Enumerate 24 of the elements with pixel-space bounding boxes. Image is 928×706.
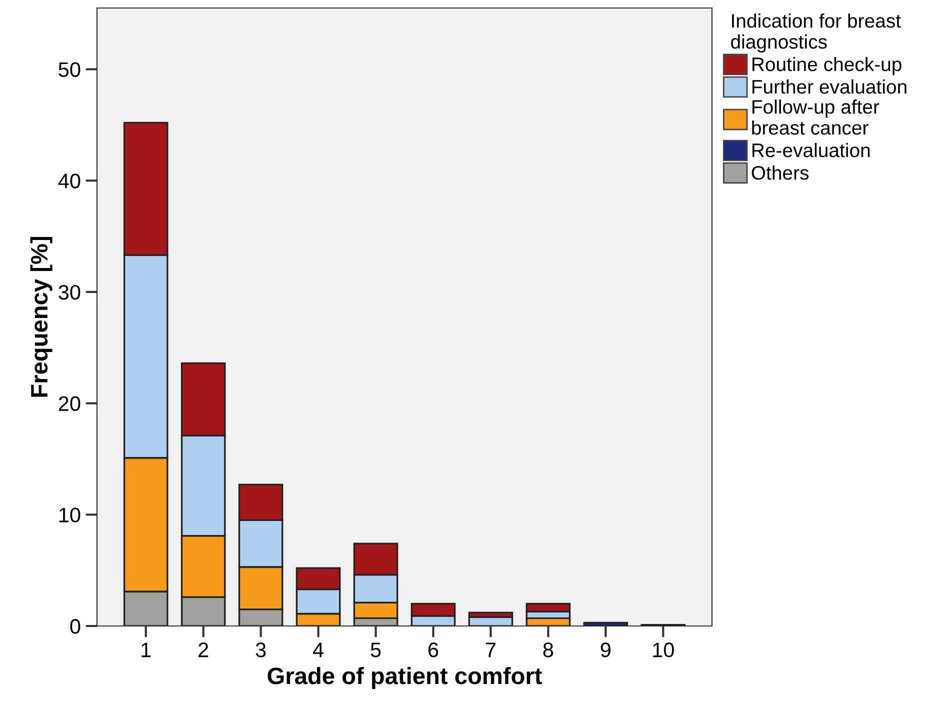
legend-title: Indication for breast diagnostics: [731, 13, 901, 53]
legend-label: Others: [752, 165, 809, 180]
x-tick-label: 6: [428, 642, 438, 658]
legend-label: Further evaluation: [752, 79, 906, 94]
x-tick-label: 10: [653, 642, 674, 658]
y-tick-label: 10: [59, 508, 80, 522]
y-tick-label: 40: [58, 174, 80, 188]
y-tick-label: 0: [70, 619, 80, 634]
x-tick-label: 3: [256, 642, 266, 658]
x-tick-label: 1: [142, 642, 151, 658]
legend-label: Routine check-up: [752, 56, 902, 76]
y-tick-label: 20: [58, 396, 80, 412]
x-axis-title: Grade of patient comfort: [268, 666, 542, 689]
legend-label: Follow-up after breast cancer: [752, 100, 880, 135]
y-tick-label: 50: [58, 62, 80, 77]
x-tick-label: 4: [312, 642, 324, 658]
y-tick-label: 30: [58, 284, 80, 300]
legend-label: Re-evaluation: [752, 142, 870, 158]
x-tick-label: 8: [543, 642, 554, 658]
x-tick-label: 7: [486, 642, 496, 658]
x-tick-label: 9: [600, 642, 610, 658]
y-axis-title: Frequency [%]: [30, 236, 52, 397]
x-tick-label: 2: [198, 642, 208, 658]
x-tick-label: 5: [370, 642, 381, 658]
